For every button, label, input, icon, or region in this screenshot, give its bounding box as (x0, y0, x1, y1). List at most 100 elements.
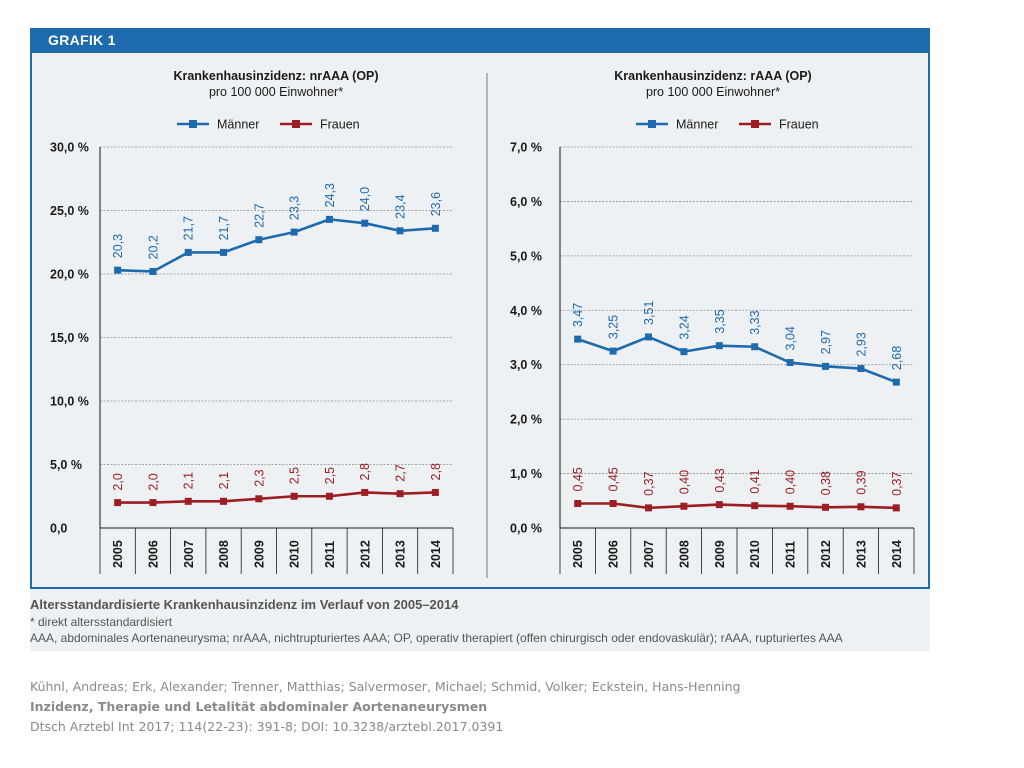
series-line (117, 491, 436, 504)
series-line (577, 335, 897, 384)
data-label: 23,3 (288, 196, 302, 220)
data-point (290, 228, 298, 236)
x-tick-label: 2012 (819, 540, 833, 568)
data-point (220, 497, 228, 505)
chart-title: Krankenhausinzidenz: nrAAA (OP) (173, 69, 378, 83)
data-point (574, 335, 582, 343)
data-label: 0,41 (748, 469, 762, 493)
data-point (220, 248, 228, 256)
data-point (255, 236, 263, 244)
data-point (149, 267, 157, 275)
data-label: 0,43 (713, 468, 727, 492)
data-point (609, 500, 617, 508)
data-label: 23,6 (429, 192, 443, 216)
data-point (822, 362, 829, 370)
x-tick-label: 2013 (854, 540, 868, 568)
data-label: 0,37 (890, 471, 904, 495)
citation-reference: Dtsch Arztebl Int 2017; 114(22-23): 391-… (30, 719, 504, 734)
x-tick-label: 2008 (677, 540, 691, 568)
data-label: 21,7 (217, 216, 231, 240)
x-tick-label: 2014 (890, 540, 904, 568)
data-point (396, 227, 404, 235)
legend-marker (751, 120, 759, 128)
x-tick-label: 2007 (182, 540, 196, 568)
x-tick-label: 2013 (394, 540, 408, 568)
data-point (114, 499, 122, 507)
data-point (786, 359, 794, 367)
data-point (361, 488, 369, 496)
data-point (786, 502, 794, 510)
x-tick-label: 2010 (748, 540, 762, 568)
y-tick-label: 5,0 % (510, 249, 542, 263)
data-point (680, 348, 688, 356)
figure-header: GRAFIK 1 (32, 28, 928, 53)
data-label: 0,38 (819, 471, 833, 495)
data-point (857, 365, 865, 373)
data-label: 3,35 (713, 309, 727, 333)
data-label: 2,97 (819, 330, 833, 354)
data-point (892, 504, 900, 512)
y-tick-label: 0,0 % (510, 522, 542, 536)
data-label: 3,25 (607, 315, 621, 339)
data-point (431, 488, 439, 496)
data-label: 2,7 (394, 464, 408, 481)
data-label: 3,24 (677, 315, 691, 339)
data-label: 3,47 (571, 303, 585, 327)
data-label: 0,39 (854, 470, 868, 494)
x-tick-label: 2014 (429, 540, 443, 568)
data-point (609, 347, 617, 355)
figure-caption: Altersstandardisierte Krankenhausinziden… (30, 589, 930, 651)
x-tick-label: 2008 (217, 540, 231, 568)
y-tick-label: 3,0 % (510, 358, 542, 372)
y-tick-label: 6,0 % (510, 195, 542, 209)
data-label: 2,0 (146, 473, 160, 490)
x-tick-label: 2012 (358, 540, 372, 568)
data-label: 3,51 (642, 301, 656, 325)
data-label: 24,0 (358, 187, 372, 211)
x-tick-label: 2009 (713, 540, 727, 568)
data-point (325, 215, 333, 223)
legend-marker (292, 120, 300, 128)
data-label: 2,0 (111, 473, 125, 490)
data-point (715, 342, 723, 350)
citation: Kühnl, Andreas; Erk, Alexander; Trenner,… (30, 677, 740, 737)
x-tick-label: 2007 (642, 540, 656, 568)
data-point (431, 224, 439, 232)
x-tick-label: 2010 (288, 540, 302, 568)
data-point (325, 492, 333, 500)
data-label: 0,45 (571, 467, 585, 491)
data-label: 2,5 (288, 467, 302, 484)
data-point (892, 378, 900, 386)
data-point (149, 499, 157, 507)
data-point (574, 500, 582, 508)
citation-authors: Kühnl, Andreas; Erk, Alexander; Trenner,… (30, 679, 741, 694)
legend-label: Frauen (320, 118, 360, 132)
figure-label: GRAFIK 1 (48, 32, 116, 48)
data-point (751, 502, 759, 510)
data-label: 22,7 (252, 203, 266, 227)
data-label: 2,1 (217, 472, 231, 489)
data-point (114, 266, 122, 274)
y-tick-label: 1,0 % (510, 467, 542, 481)
x-tick-label: 2005 (571, 540, 585, 568)
data-label: 0,40 (784, 470, 798, 494)
y-tick-label: 5,0 % (50, 458, 82, 472)
x-tick-label: 2005 (111, 540, 125, 568)
data-point (361, 219, 369, 227)
data-label: 2,5 (323, 467, 337, 484)
data-point (680, 502, 688, 510)
y-tick-label: 30,0 % (50, 141, 89, 155)
figure-panel: GRAFIK 1 Krankenhausinzidenz: nrAAA (OP)… (30, 28, 930, 589)
x-tick-label: 2006 (146, 540, 160, 568)
data-label: 2,3 (252, 469, 266, 486)
data-label: 3,33 (748, 310, 762, 334)
citation-title: Inzidenz, Therapie und Letalität abdomin… (30, 699, 488, 714)
legend-marker (648, 120, 656, 128)
data-point (184, 497, 192, 505)
charts-area: Krankenhausinzidenz: nrAAA (OP) pro 100 0… (50, 69, 915, 578)
data-label: 23,4 (394, 194, 408, 218)
data-label: 3,04 (784, 326, 798, 350)
chart-raaa: Krankenhausinzidenz: rAAA (OP) pro 100 00… (510, 69, 915, 574)
data-label: 2,8 (429, 463, 443, 480)
data-label: 0,40 (677, 470, 691, 494)
